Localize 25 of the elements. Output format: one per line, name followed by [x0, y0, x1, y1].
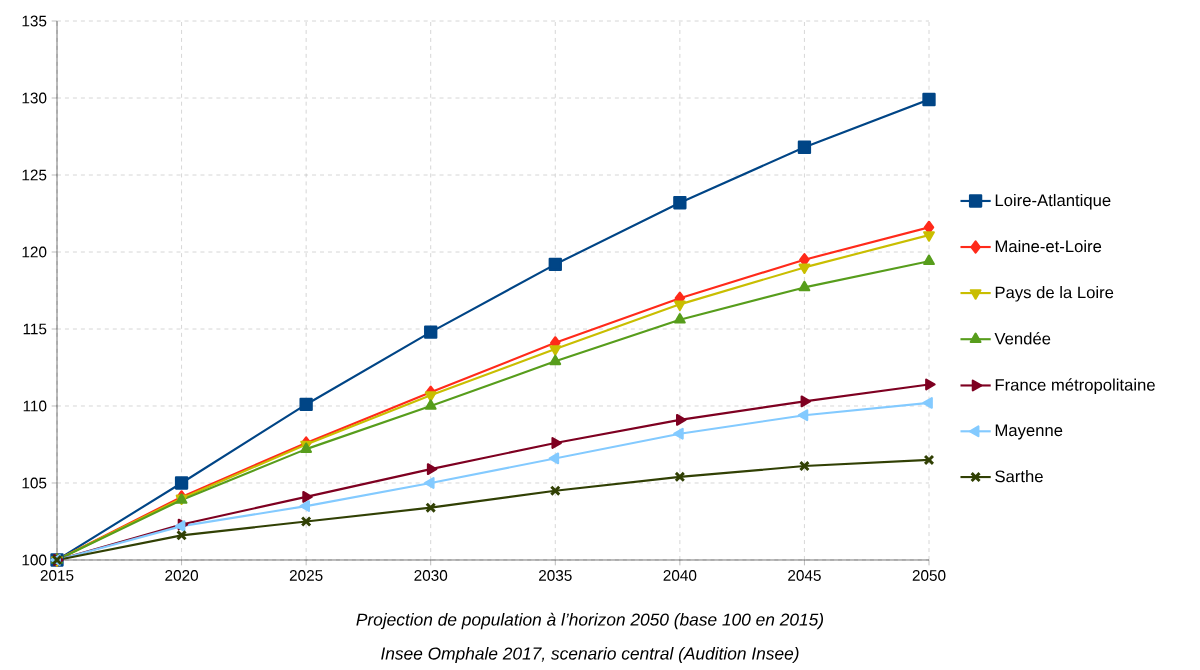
x-tick-label: 2035 — [539, 570, 572, 581]
legend-label: Mayenne — [995, 424, 1063, 440]
legend-label: Loire-Atlantique — [995, 193, 1111, 210]
legend-label: France métropolitaine — [995, 378, 1155, 395]
x-tick-label: 2040 — [663, 570, 697, 581]
text: Projection de population à l’horizon 2050 (base 100 en 2015) — [356, 612, 824, 630]
y-tick-label: 120 — [22, 246, 47, 258]
x-tick-label: 2025 — [289, 570, 323, 581]
legend-label: Pays de la Loire — [995, 286, 1114, 302]
y-tick-label: 110 — [23, 400, 47, 412]
legend-label: Vendée — [994, 332, 1051, 345]
x-tick-label: 2050 — [912, 570, 946, 581]
x-tick-label: 2030 — [414, 570, 448, 581]
y-tick-label: 125 — [22, 169, 47, 181]
x-tick-label: 2045 — [788, 570, 821, 581]
y-tick-label: 105 — [22, 477, 47, 489]
y-tick-label: 115 — [23, 323, 47, 335]
legend-label: Maine-et-Loire — [995, 239, 1102, 253]
y-tick-label: 135 — [22, 15, 47, 27]
x-tick-label: 2020 — [165, 570, 199, 581]
legend-label: Sarthe — [995, 470, 1043, 483]
x-tick-label: 2015 — [40, 570, 74, 581]
y-tick-label: 100 — [22, 554, 47, 566]
text: Insee Omphale 2017, scenario central (Audition Insee) — [381, 646, 799, 664]
y-tick-label: 130 — [22, 92, 47, 104]
